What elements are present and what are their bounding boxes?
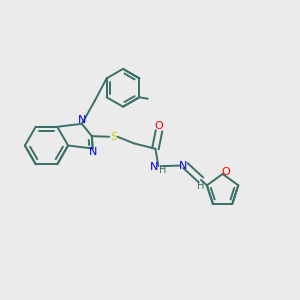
- Text: H: H: [159, 165, 166, 175]
- Text: O: O: [154, 121, 164, 131]
- Text: S: S: [110, 132, 117, 142]
- Text: N: N: [88, 147, 97, 158]
- Text: O: O: [221, 167, 230, 176]
- Text: N: N: [78, 115, 87, 125]
- Text: N: N: [149, 162, 158, 172]
- Text: H: H: [197, 181, 204, 191]
- Text: N: N: [179, 160, 187, 170]
